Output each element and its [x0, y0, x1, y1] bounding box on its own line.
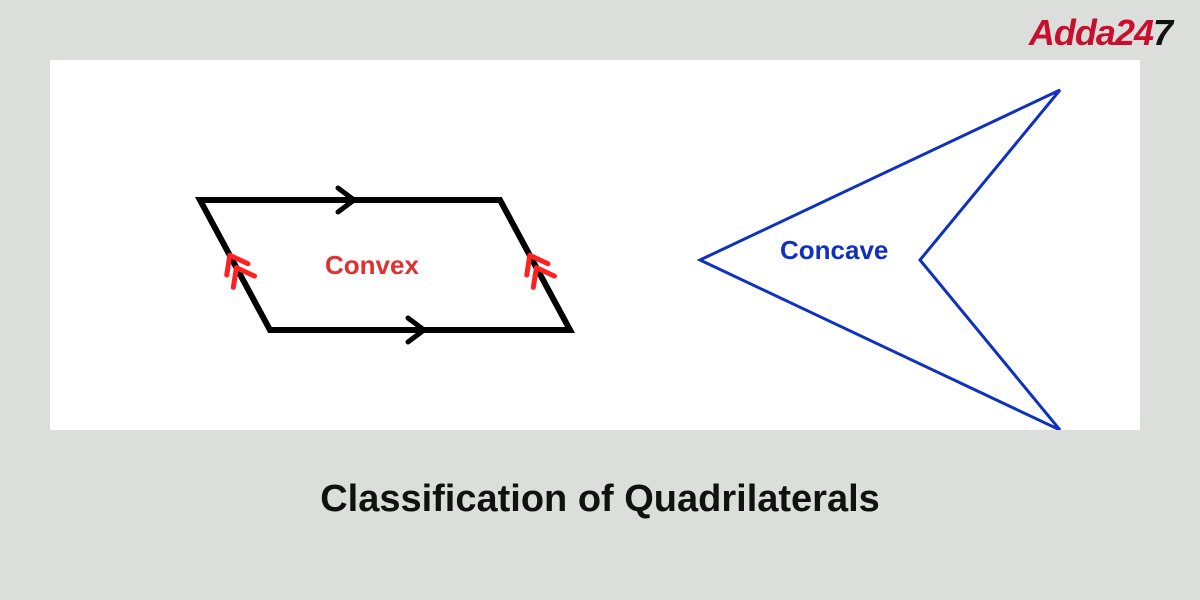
convex-label: Convex [325, 250, 419, 281]
brand-logo: Adda247 [1029, 12, 1172, 54]
concave-label: Concave [780, 235, 888, 266]
shapes-svg [50, 60, 1140, 430]
diagram-canvas: Convex Concave [50, 60, 1140, 430]
logo-part2: 24 [1115, 12, 1153, 53]
logo-part3: 7 [1153, 12, 1172, 53]
logo-part1: Adda [1029, 12, 1115, 53]
page-title: Classification of Quadrilaterals [0, 478, 1200, 521]
